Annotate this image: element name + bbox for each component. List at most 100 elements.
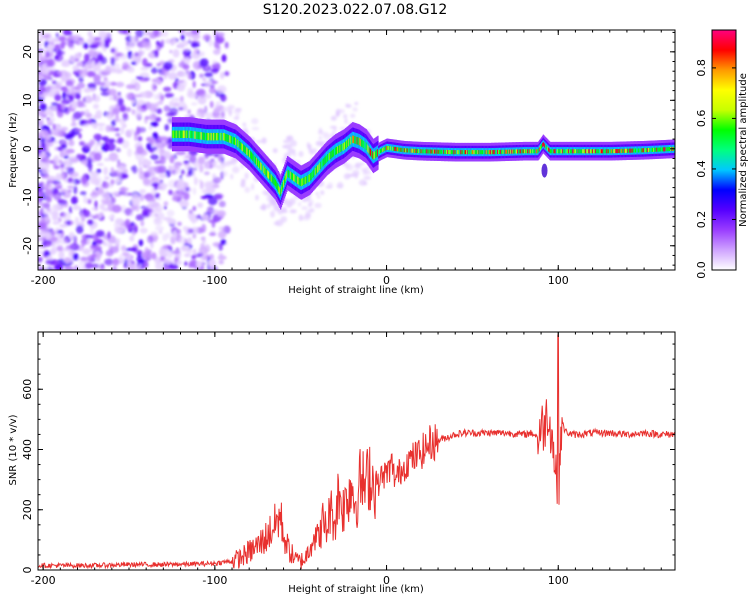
heatmap-cell (565, 149, 567, 154)
heatmap-cell (449, 150, 451, 155)
heatmap-cell (253, 155, 255, 163)
heatmap-cell (538, 147, 541, 152)
heatmap-cell (159, 155, 166, 165)
heatmap-cell (240, 181, 246, 188)
heatmap-cell (223, 133, 225, 141)
heatmap-cell (166, 209, 175, 217)
heatmap-cell (38, 250, 44, 254)
heatmap-cell (298, 151, 304, 157)
heatmap-cell (155, 262, 163, 270)
heatmap-cell (640, 148, 643, 153)
heatmap-cell (244, 145, 246, 154)
heatmap-cell (355, 136, 357, 145)
heatmap-cell (176, 130, 178, 138)
heatmap-cell (227, 104, 235, 110)
heatmap-cell (275, 180, 277, 188)
heatmap-cell (178, 187, 183, 197)
heatmap-cell (267, 170, 269, 179)
heatmap-cell (583, 149, 585, 154)
heatmap-cell (63, 133, 71, 139)
heatmap-cell (330, 115, 337, 121)
heatmap-cell (538, 148, 540, 153)
heatmap-cell (246, 147, 248, 155)
heatmap-cell (38, 182, 44, 192)
heatmap-cell (57, 199, 68, 205)
heatmap-cell (228, 110, 232, 117)
spectrogram-x-tick-label: -200 (31, 274, 56, 287)
heatmap-cell (389, 146, 391, 151)
heatmap-cell (450, 150, 452, 155)
heatmap-cell (660, 147, 662, 152)
heatmap-cell (43, 250, 51, 257)
heatmap-cell (49, 111, 55, 118)
heatmap-cell (477, 150, 480, 155)
heatmap-cell (135, 30, 144, 38)
heatmap-cell (64, 237, 69, 244)
heatmap-cell (40, 115, 44, 123)
heatmap-cell (597, 149, 599, 154)
heatmap-cell (203, 161, 211, 170)
heatmap-cell (83, 209, 91, 218)
heatmap-cell (52, 123, 56, 130)
heatmap-cell (89, 244, 98, 250)
heatmap-cell (421, 149, 423, 154)
heatmap-cell (229, 173, 234, 180)
heatmap-cell (600, 149, 602, 154)
heatmap-cell (313, 169, 315, 178)
heatmap-cell (302, 178, 304, 186)
heatmap-cell (360, 167, 368, 172)
heatmap-cell (275, 219, 284, 227)
heatmap-cell (172, 130, 174, 138)
heatmap-cell (622, 148, 624, 153)
heatmap-cell (429, 149, 431, 154)
heatmap-cell (126, 66, 135, 73)
heatmap-cell (440, 149, 442, 154)
heatmap-cell (217, 132, 219, 141)
heatmap-cell (141, 251, 150, 260)
heatmap-cell (125, 35, 133, 42)
heatmap-cell (222, 132, 225, 141)
heatmap-cell (132, 165, 138, 174)
heatmap-cell (399, 147, 402, 152)
heatmap-cell (567, 149, 569, 154)
heatmap-cell (220, 161, 227, 167)
heatmap-cell (79, 68, 88, 78)
heatmap-cell (364, 141, 366, 149)
heatmap-cell (242, 143, 244, 152)
heatmap-cell (360, 138, 362, 147)
heatmap-cell (285, 144, 292, 150)
heatmap-cell (87, 118, 92, 125)
heatmap-cell (615, 149, 617, 154)
heatmap-cell (400, 147, 402, 152)
heatmap-cell (90, 226, 94, 235)
heatmap-cell (393, 146, 395, 151)
heatmap-cell (150, 146, 158, 151)
heatmap-cell (358, 162, 365, 166)
chart-title: S120.2023.022.07.08.G12 (263, 2, 448, 18)
heatmap-cell (80, 191, 87, 196)
heatmap-cell (500, 149, 502, 154)
heatmap-cell (163, 201, 169, 206)
heatmap-cell (588, 149, 590, 154)
spectrogram-x-tick-label: 0 (383, 274, 390, 287)
heatmap-cell (436, 149, 439, 154)
heatmap-cell (55, 175, 63, 180)
heatmap-cell (550, 149, 552, 154)
heatmap-cell (174, 164, 179, 170)
heatmap-cell (54, 44, 60, 50)
heatmap-cell (284, 175, 286, 184)
heatmap-cell (68, 85, 73, 94)
heatmap-cell (487, 150, 490, 155)
heatmap-cell (155, 225, 165, 231)
heatmap-cell (281, 209, 288, 214)
heatmap-cell (91, 194, 97, 200)
heatmap-cell (457, 150, 459, 155)
heatmap-cell (381, 148, 383, 153)
heatmap-cell (165, 38, 172, 44)
heatmap-cell (542, 143, 544, 148)
heatmap-cell (96, 163, 104, 166)
heatmap-cell (358, 137, 361, 146)
heatmap-cell (202, 77, 207, 82)
heatmap-cell (281, 184, 283, 192)
heatmap-cell (183, 50, 187, 56)
